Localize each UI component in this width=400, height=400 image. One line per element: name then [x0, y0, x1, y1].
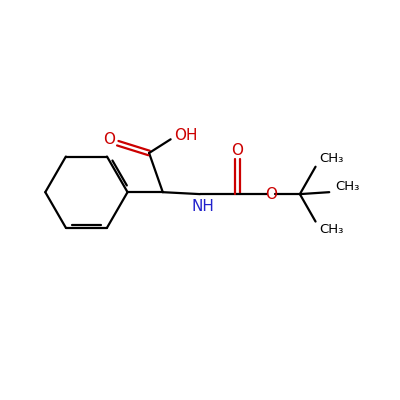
- Text: CH₃: CH₃: [335, 180, 360, 193]
- Text: OH: OH: [174, 128, 197, 143]
- Text: O: O: [265, 187, 277, 202]
- Text: CH₃: CH₃: [320, 152, 344, 165]
- Text: O: O: [231, 143, 243, 158]
- Text: CH₃: CH₃: [320, 223, 344, 236]
- Text: O: O: [103, 132, 115, 147]
- Text: NH: NH: [191, 199, 214, 214]
